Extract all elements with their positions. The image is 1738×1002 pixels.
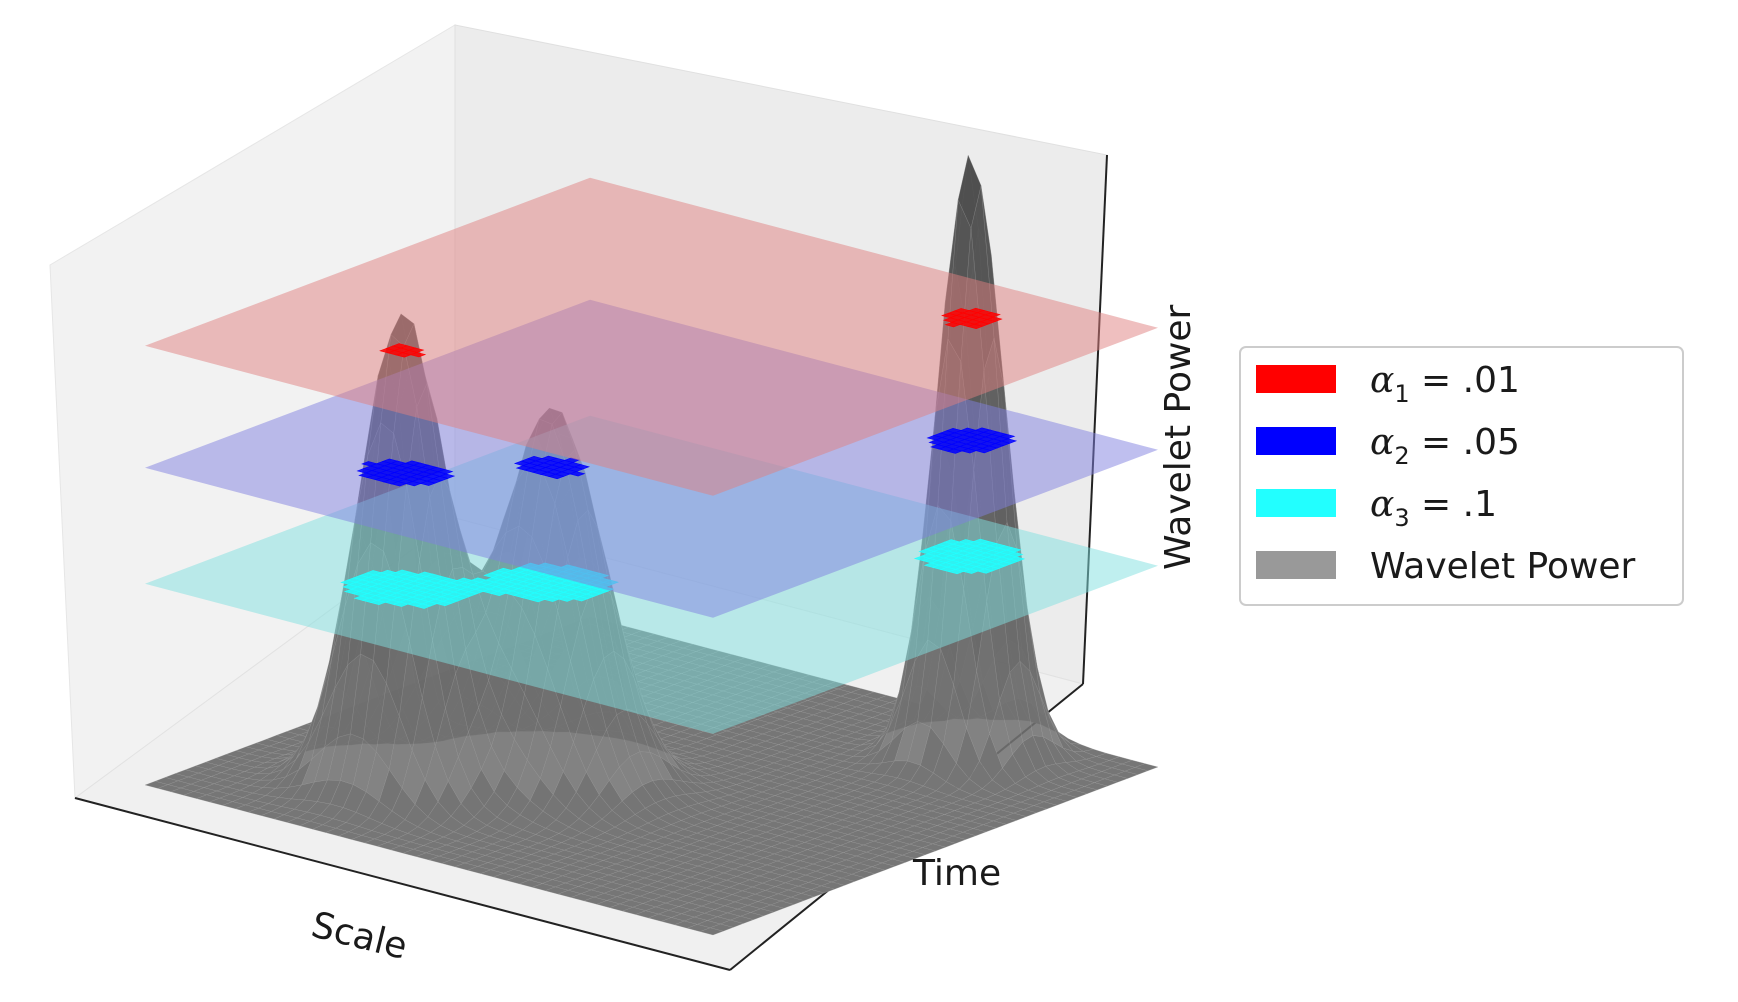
legend-frame xyxy=(1239,346,1684,606)
z-axis-label: Wavelet Power xyxy=(1158,304,1199,570)
legend-label-3: α3 = .1 xyxy=(1370,484,1497,532)
z-axis-line xyxy=(1082,154,1108,685)
legend-swatch-3 xyxy=(1256,489,1336,517)
legend-label-2: α2 = .05 xyxy=(1370,422,1520,470)
legend-label-1: α1 = .01 xyxy=(1370,360,1520,408)
exceedance-cell xyxy=(986,316,1003,322)
exceedance-cell xyxy=(573,464,590,470)
x-axis-line xyxy=(74,797,731,971)
threshold-plane-1 xyxy=(145,177,1158,496)
exceedance-cell xyxy=(438,473,456,479)
exceedance-cell xyxy=(1007,551,1024,558)
legend-label-4: Wavelet Power xyxy=(1370,546,1636,587)
exceedance-cell xyxy=(998,433,1016,440)
threshold-planes-layer xyxy=(145,177,1158,734)
exceedance-cell xyxy=(1000,438,1018,444)
legend-swatch-1 xyxy=(1256,365,1336,393)
exceedance-cell xyxy=(409,352,427,358)
y-axis-label: Time xyxy=(912,853,1001,894)
exceedance-cell xyxy=(568,471,586,477)
legend-swatch-2 xyxy=(1256,427,1336,455)
exceedance-cell xyxy=(984,312,1001,318)
legend: α1 = .01 α2 = .05 α3 = .1 Wavelet Power xyxy=(1239,346,1684,606)
exceedance-cell xyxy=(436,468,454,475)
exceedance-cell xyxy=(1005,547,1022,553)
surface-cell xyxy=(699,927,724,936)
exceedance-cell xyxy=(1008,556,1026,562)
exceedance-cell xyxy=(408,347,425,353)
legend-swatch-4 xyxy=(1256,551,1336,579)
x-axis-label: Scale xyxy=(307,905,411,968)
